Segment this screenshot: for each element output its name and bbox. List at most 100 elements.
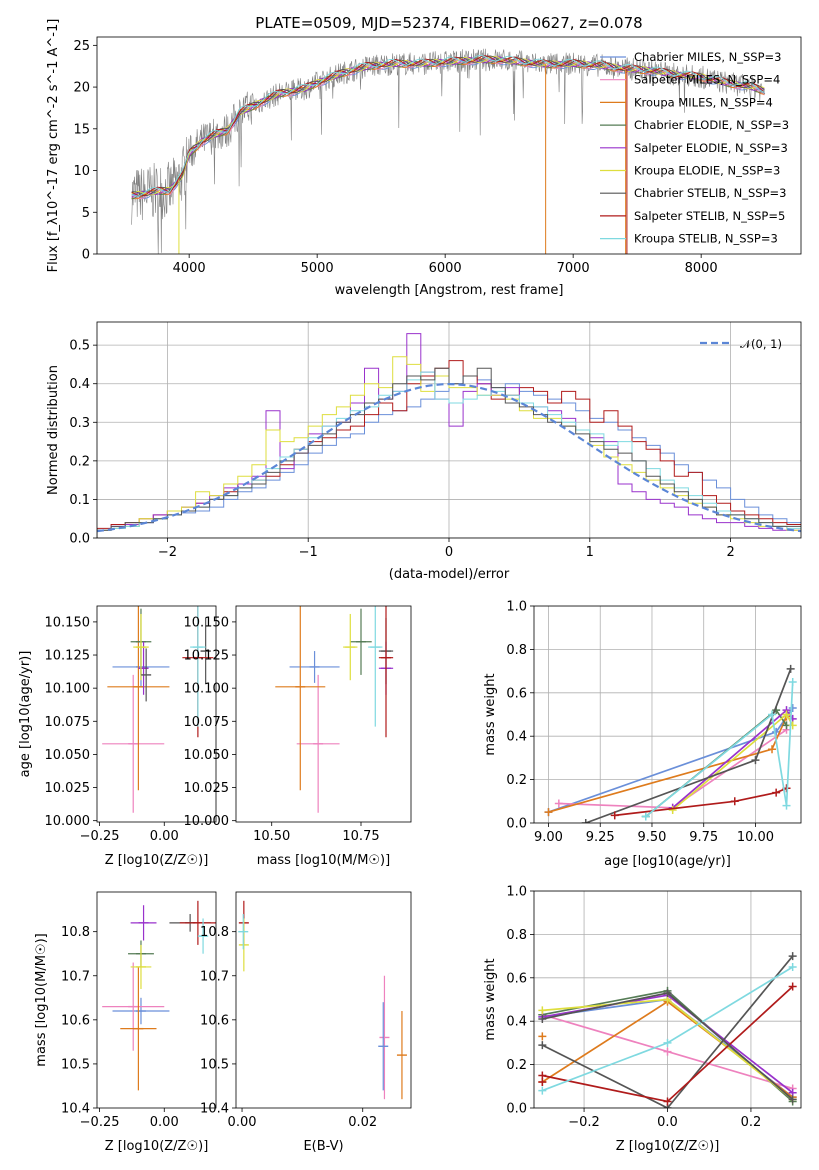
y-tick-label: 15 <box>73 122 90 137</box>
y-axis-label: mass [log10(M/M☉)] <box>34 933 49 1066</box>
y-tick-label: 0.4 <box>506 1015 527 1030</box>
legend-entry: Salpeter ELODIE, N_SSP=3 <box>634 141 788 155</box>
x-tick-label: 6000 <box>429 261 462 276</box>
y-tick-label: 10.025 <box>45 781 91 796</box>
plot-area-weight-vs-Z <box>534 891 801 1108</box>
weight-point-marker <box>538 1032 547 1041</box>
x-tick-label: 0.00 <box>150 1115 179 1130</box>
weight-point-marker <box>782 710 791 719</box>
x-tick-label: −0.25 <box>80 1115 120 1130</box>
y-tick-label: 0.8 <box>506 643 527 658</box>
weight-point-marker <box>538 1006 547 1015</box>
y-axis-label: Normed distribution <box>46 365 61 495</box>
chart-title: PLATE=0509, MJD=52374, FIBERID=0627, z=0… <box>255 14 642 32</box>
weight-point-marker <box>538 1086 547 1095</box>
y-tick-label: 0.5 <box>69 339 90 354</box>
y-axis-label: Flux [f_λ10^-17 erg cm^-2 s^-1 A^-1] <box>46 19 61 273</box>
x-tick-label: 9.50 <box>638 830 667 845</box>
weight-point-marker <box>751 756 760 765</box>
weight-point-marker <box>663 1097 672 1106</box>
y-tick-label: 10.150 <box>184 615 230 630</box>
y-tick-label: 10.000 <box>184 814 230 829</box>
x-tick-label: 0.2 <box>741 1115 762 1130</box>
weight-point-marker <box>788 1095 797 1104</box>
x-axis-label: Z [log10(Z/Z☉)] <box>616 1139 720 1154</box>
x-tick-label: −0.2 <box>568 1115 600 1130</box>
age-vs-Z-axes-frame <box>96 605 217 823</box>
x-tick-label: 10.50 <box>253 829 290 844</box>
y-tick-label: 10.5 <box>61 1057 90 1072</box>
y-tick-label: 0.0 <box>506 1102 527 1117</box>
plot-area-mass-vs-ebv <box>238 900 407 1100</box>
y-tick-label: 10.025 <box>184 781 230 796</box>
spectrum-axes-frame <box>96 36 802 255</box>
y-tick-label: 0.8 <box>506 928 527 943</box>
x-tick-label: 8000 <box>685 261 718 276</box>
weight-point-marker <box>786 664 795 673</box>
plot-area-spectrum <box>131 48 766 254</box>
legend-entry: Chabrier MILES, N_SSP=3 <box>634 50 781 64</box>
x-axis-label: age [log10(age/yr)] <box>604 854 731 869</box>
x-tick-label: 0.00 <box>150 829 179 844</box>
y-tick-label: 10.100 <box>184 682 230 697</box>
weight-series-line <box>585 668 792 823</box>
x-tick-label: 9.75 <box>689 830 718 845</box>
y-tick-label: 1.0 <box>506 600 527 615</box>
weight-point-marker <box>641 812 650 821</box>
mass-vs-Z-axes-frame <box>96 891 217 1109</box>
x-tick-label: 5000 <box>301 261 334 276</box>
x-axis-label: (data-model)/error <box>389 567 510 582</box>
y-tick-label: 20 <box>73 81 90 96</box>
x-tick-label: −2 <box>158 545 177 560</box>
plot-area-age-vs-mass <box>275 606 394 813</box>
x-tick-label: 10.00 <box>737 830 774 845</box>
x-axis-label: E(B-V) <box>303 1139 343 1154</box>
x-tick-label: 0 <box>445 545 453 560</box>
weight-point-marker <box>581 819 590 823</box>
y-tick-label: 10.150 <box>45 615 91 630</box>
y-tick-label: 10.7 <box>200 969 229 984</box>
weight-point-marker <box>788 703 797 712</box>
legend-entry: Kroupa ELODIE, N_SSP=3 <box>634 164 780 178</box>
y-tick-label: 10.050 <box>184 748 230 763</box>
x-tick-label: 4000 <box>173 261 206 276</box>
legend-entry: Salpeter STELIB, N_SSP=5 <box>634 209 785 223</box>
weight-point-marker <box>663 988 672 997</box>
legend-entry: Chabrier ELODIE, N_SSP=3 <box>634 118 789 132</box>
weight-point-marker <box>788 982 797 991</box>
y-tick-label: 0.1 <box>69 493 90 508</box>
weight-point-marker <box>788 677 797 686</box>
y-tick-label: 25 <box>73 39 90 54</box>
y-axis-label: mass weight <box>483 958 498 1040</box>
weight-series-line <box>645 708 788 818</box>
weight-point-marker <box>788 962 797 971</box>
age-vs-mass-axes-frame <box>235 605 412 823</box>
weight-point-marker <box>668 805 677 814</box>
x-tick-label: 1 <box>586 545 594 560</box>
legend-entry: Kroupa MILES, N_SSP=4 <box>634 95 773 109</box>
x-tick-label: 7000 <box>557 261 590 276</box>
legend-entry: Salpeter MILES, N_SSP=4 <box>634 73 780 87</box>
plot-area-age-vs-Z <box>102 606 214 813</box>
y-tick-label: 0.0 <box>69 532 90 547</box>
y-tick-label: 10.4 <box>200 1102 229 1117</box>
histogram-series <box>97 367 801 538</box>
y-axis-label: age [log10(age/yr)] <box>18 651 33 778</box>
mass-vs-ebv-axes-frame <box>235 891 412 1109</box>
weight-vs-Z-axes-frame <box>533 890 802 1109</box>
y-tick-label: 10 <box>73 164 90 179</box>
weight-series-line <box>614 787 787 817</box>
y-tick-label: 10.125 <box>184 649 230 664</box>
x-tick-label: 0.02 <box>348 1115 377 1130</box>
weight-point-marker <box>782 801 791 810</box>
weight-point-marker <box>663 1047 672 1056</box>
x-tick-label: 2 <box>726 545 734 560</box>
y-tick-label: 5 <box>82 206 90 221</box>
weight-point-marker <box>730 797 739 806</box>
model-spectrum-line <box>131 55 765 197</box>
y-axis-label: mass weight <box>483 673 498 755</box>
x-tick-label: −1 <box>299 545 318 560</box>
weight-point-marker <box>544 808 553 817</box>
model-spectrum-line <box>131 55 765 197</box>
